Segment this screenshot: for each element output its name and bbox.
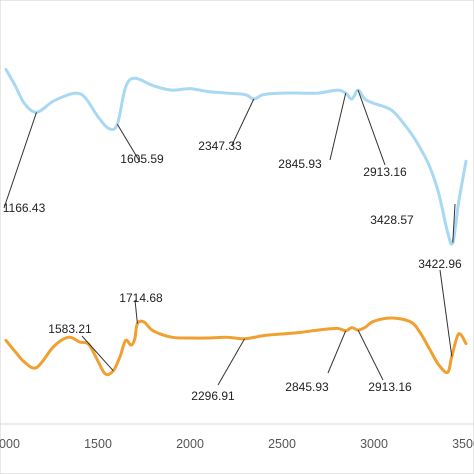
peak-label: 1605.59	[120, 152, 164, 166]
peak-leader-line	[3, 112, 37, 209]
peak-leader-line	[357, 329, 384, 381]
x-tick-label: 1500	[84, 437, 112, 451]
peak-label: 2913.16	[363, 165, 407, 179]
peak-leader-line	[327, 330, 347, 374]
peak-label: 2296.91	[191, 389, 235, 403]
plot-area: 1166.43 1605.59 2347.33 2845.93 2913.16 3428.…	[0, 67, 474, 451]
peak-label: 2913.16	[368, 380, 412, 394]
peak-leader-line	[452, 203, 456, 243]
peak-label: 3422.96	[418, 257, 462, 271]
peak-label: 1166.43	[3, 201, 46, 215]
peak-leader-line	[357, 89, 386, 166]
x-tick-label: 3000	[360, 437, 388, 451]
peak-leader-line	[231, 98, 255, 146]
peak-label: 1714.68	[119, 291, 163, 305]
peak-label: 1583.21	[48, 322, 92, 336]
peak-label: 2845.93	[278, 157, 322, 171]
peak-leader-line	[116, 123, 141, 163]
peak-leader-line	[134, 299, 138, 324]
peak-label: 2845.93	[285, 380, 329, 394]
x-tick-label: 2500	[268, 437, 296, 451]
series-line-2	[4, 316, 468, 377]
x-tick-label: 3500	[452, 437, 474, 451]
peak-leader-line	[217, 338, 246, 386]
peak-leader-line	[329, 92, 347, 161]
peak-label: 3428.57	[370, 213, 414, 227]
peak-label: 2347.33	[198, 139, 242, 153]
peak-leader-line	[81, 335, 114, 372]
peak-leader-line	[439, 269, 453, 357]
x-tick-label: 1000	[0, 437, 20, 451]
x-tick-label: 2000	[176, 437, 204, 451]
